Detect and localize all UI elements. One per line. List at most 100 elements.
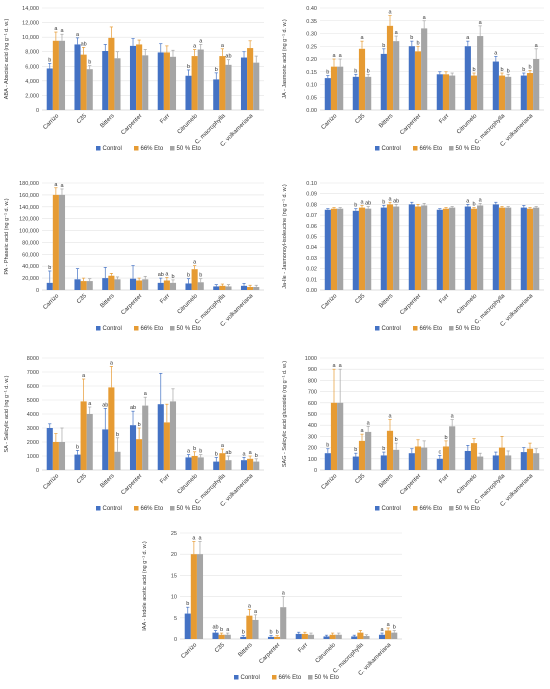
legend-swatch (170, 146, 175, 151)
legend-label: 66% Eto (420, 506, 443, 512)
legend-swatch (413, 146, 418, 151)
significance-label: b (138, 422, 141, 428)
bar (52, 194, 59, 290)
y-axis-label: SA - Salicylic acid (ng g⁻¹ d. w.) (4, 375, 10, 452)
bar (80, 401, 87, 470)
legend-label: Control (241, 675, 260, 681)
bar (408, 46, 415, 110)
y-tick-label: 0.09 (306, 192, 317, 198)
y-tick-label: 160,000 (19, 193, 39, 199)
bar (252, 619, 259, 639)
significance-label: ab (225, 54, 231, 60)
y-tick-label: 0.10 (306, 83, 317, 89)
bar (185, 75, 192, 110)
significance-label: b (444, 435, 447, 441)
bar (351, 636, 358, 639)
y-tick-label: 0.03 (306, 256, 317, 262)
significance-label: b (354, 203, 357, 209)
significance-label: b (326, 443, 329, 449)
bar (357, 632, 364, 639)
legend-swatch (134, 506, 139, 511)
y-tick-label: 100,000 (19, 229, 39, 235)
bar (114, 58, 121, 110)
significance-label: ab (130, 405, 136, 411)
significance-label: b (382, 446, 385, 452)
bar (365, 208, 372, 290)
significance-label: ab (365, 201, 371, 207)
significance-label: b (395, 437, 398, 443)
y-tick-label: 12,000 (22, 21, 39, 27)
bar (142, 55, 149, 110)
significance-label: a (388, 10, 392, 16)
bar (197, 49, 204, 110)
significance-label: b (393, 625, 396, 631)
bar (391, 632, 398, 639)
significance-label: a (360, 199, 364, 205)
bar (393, 449, 400, 470)
bar (386, 25, 394, 111)
y-axis-label: PA - Phaseic acid (ng g⁻¹ d. w.) (4, 198, 10, 274)
y-tick-label: 0.00 (306, 288, 317, 294)
legend-label: 50 % Eto (177, 326, 202, 332)
bar (219, 453, 226, 470)
bar (380, 53, 387, 110)
y-tick-label: 0.06 (306, 224, 317, 230)
x-tick-label: Citrumelo (177, 473, 200, 496)
bar (253, 461, 260, 470)
significance-label: b (186, 601, 189, 607)
bar (520, 75, 527, 110)
legend-swatch (449, 326, 454, 331)
bar (323, 636, 330, 639)
bar (86, 281, 93, 290)
bar (218, 634, 225, 639)
x-tick-label: Carrizo (320, 293, 338, 311)
bar (163, 422, 170, 470)
x-tick-label: C35 (76, 473, 88, 485)
significance-label: b (220, 627, 223, 633)
y-tick-label: 0 (36, 108, 39, 114)
bar (492, 455, 499, 470)
y-tick-label: 300 (308, 434, 317, 440)
significance-label: b (255, 453, 258, 459)
significance-label: a (193, 44, 197, 50)
x-tick-label: Carrizo (42, 113, 60, 131)
bar (240, 636, 247, 639)
significance-label: a (221, 443, 225, 449)
bar (240, 285, 248, 290)
bar (386, 430, 394, 470)
bar (157, 282, 164, 290)
significance-label: a (242, 451, 246, 457)
bar (329, 634, 336, 639)
bar (213, 79, 220, 110)
legend-label: Control (382, 146, 401, 152)
x-tick-label: Carpenter (120, 473, 143, 496)
significance-label: b (367, 68, 370, 74)
bar (219, 285, 226, 290)
bar (520, 452, 527, 470)
legend-swatch (375, 146, 380, 151)
y-tick-label: 3000 (27, 426, 39, 432)
bar (108, 37, 115, 110)
bar (169, 401, 177, 470)
bar (129, 45, 137, 111)
legend-label: 50 % Eto (456, 506, 481, 512)
bar (86, 69, 93, 110)
bar (393, 41, 400, 110)
bar (108, 275, 115, 290)
significance-label: a (380, 627, 384, 633)
legend-swatch (449, 146, 454, 151)
y-tick-label: 0 (314, 468, 317, 474)
x-tick-label: Furr (438, 113, 450, 125)
y-tick-label: 0.01 (306, 277, 317, 283)
significance-label: a (193, 260, 197, 266)
x-tick-label: Citrumelo (456, 293, 479, 316)
legend-swatch (234, 675, 239, 680)
bar (337, 66, 344, 110)
legend-swatch (272, 675, 277, 680)
bar (240, 57, 248, 110)
bar (505, 207, 512, 290)
significance-label: a (387, 622, 391, 628)
significance-label: b (472, 202, 475, 208)
bar (464, 206, 471, 290)
significance-label: b (215, 451, 218, 457)
